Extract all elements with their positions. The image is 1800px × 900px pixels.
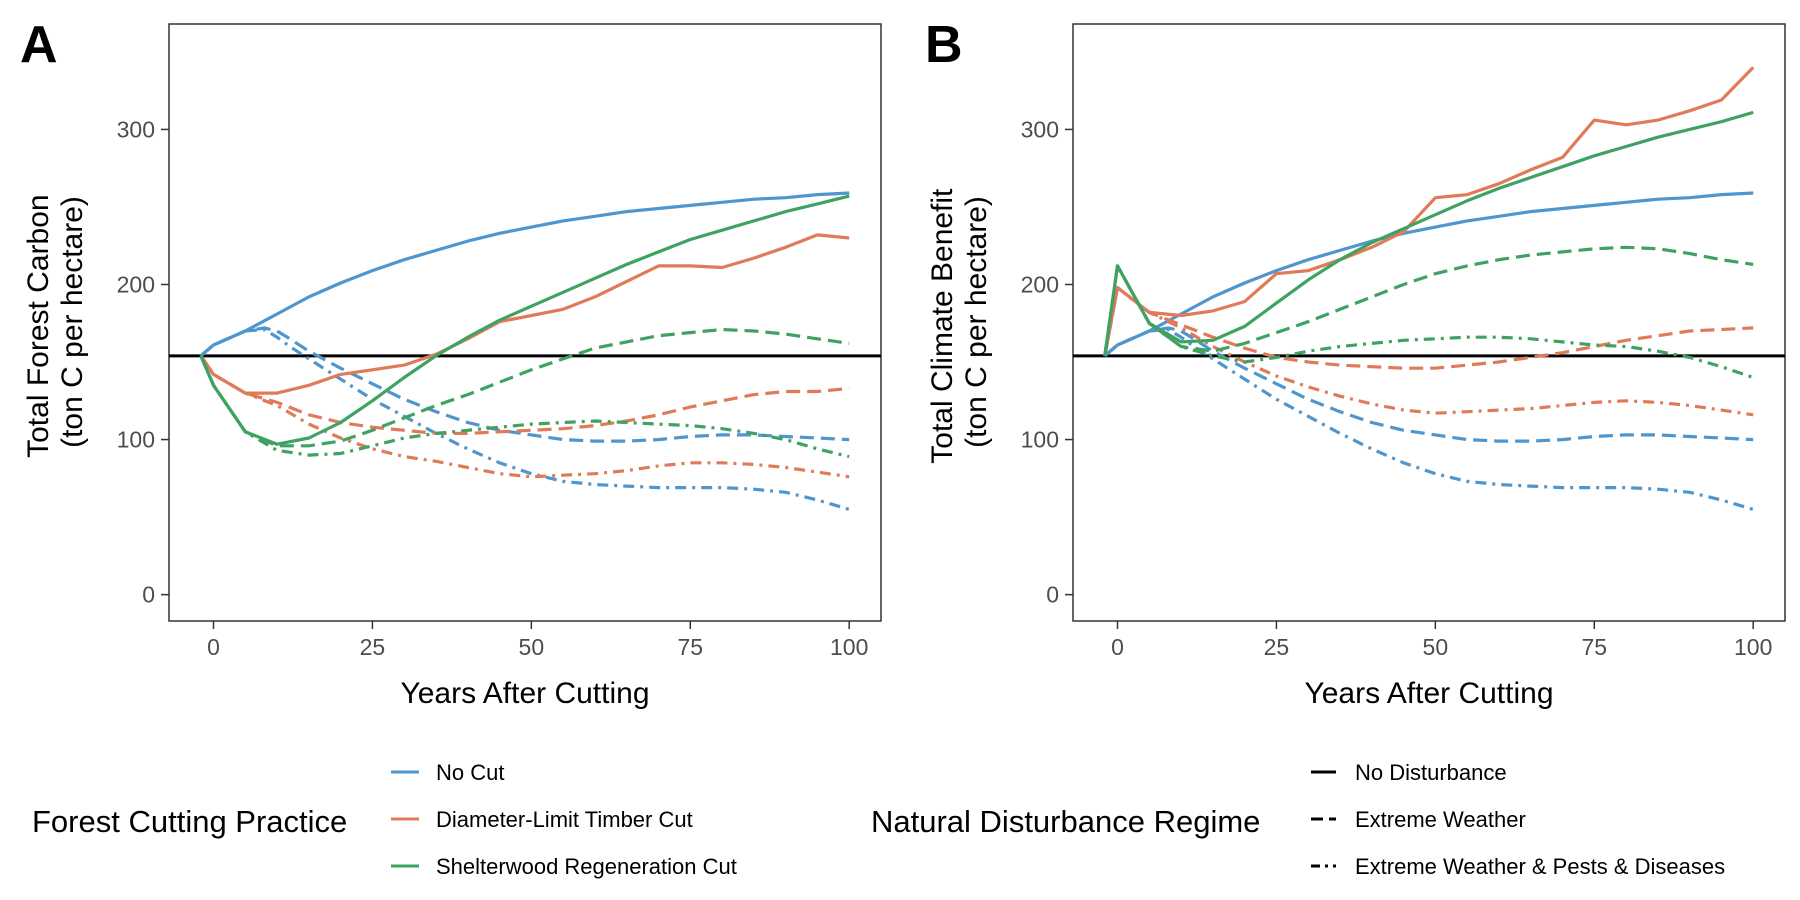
legend-practice-label-diameter-limit: Diameter-Limit Timber Cut [436,807,693,832]
panel-b-y-axis-title: Total Climate Benefit (ton C per hectare… [926,180,993,463]
panel-b-line-shelterwood-regeneration-cut-extreme-weather-and-pests-and-diseases [1103,264,1754,380]
legend-practice-title: Forest Cutting Practice [32,804,347,839]
panel-b-y-tick-label: 200 [1021,272,1059,298]
panel-a-line-diameter-limit-timber-cut-extreme-weather-and-pests-and-diseases [199,354,850,479]
panel-b-y-tick-label: 0 [1046,582,1059,608]
legend-practice: Forest Cutting Practice No Cut Diameter-… [32,760,737,879]
panel-b-line-diameter-limit-timber-cut-no-disturbance [1103,66,1755,357]
panel-b-x-tick-label: 100 [1734,634,1772,660]
panel-a-label: A [20,16,58,74]
panel-a-y-axis-title-line1: Total Forest Carbon [22,194,55,457]
panel-a-y-tick-label: 200 [117,272,155,298]
panel-a-y-axis-title-line2: (ton C per hectare) [56,196,89,448]
legend-regime: Natural Disturbance Regime No Disturbanc… [871,760,1725,879]
panel-b-label: B [925,16,963,74]
panel-a-line-shelterwood-regeneration-cut-extreme-weather [199,327,850,448]
panel-a-x-tick-label: 100 [830,634,868,660]
panel-a-x-tick-label: 50 [519,634,545,660]
panel-a-x-tick-label: 25 [360,634,386,660]
panel-a-x-tick-label: 75 [677,634,703,660]
legend-regime-label-no-disturbance: No Disturbance [1355,760,1507,785]
panel-a: A 0 100 200 300 0 25 50 75 100 Years After Cutt… [20,16,882,710]
panel-a-y-tick-label: 300 [117,116,155,142]
panel-b-x-tick-label: 25 [1264,634,1290,660]
panel-b-line-diameter-limit-timber-cut-extreme-weather [1103,286,1754,370]
panel-b-x-tick-label: 50 [1423,634,1449,660]
panel-a-line-shelterwood-regeneration-cut-extreme-weather-and-pests-and-diseases [199,355,850,459]
panel-a-series [199,191,850,511]
legend-practice-label-shelterwood: Shelterwood Regeneration Cut [436,854,737,879]
panel-b-x-axis: 0 25 50 75 100 [1111,621,1772,660]
panel-a-x-tick-label: 0 [207,634,220,660]
panel-b: B 0 100 200 300 0 25 50 75 100 Years After Cutt… [925,16,1786,710]
panel-a-x-axis: 0 25 50 75 100 [207,621,868,660]
panel-a-y-axis-title: Total Forest Carbon (ton C per hectare) [22,186,89,458]
panel-b-y-tick-label: 100 [1021,427,1059,453]
panel-a-plot-area [168,23,882,622]
panel-b-plot-area [1072,23,1786,622]
panel-b-line-no-cut-no-disturbance [1103,191,1754,358]
panel-a-y-tick-label: 0 [142,582,155,608]
panel-a-line-diameter-limit-timber-cut-extreme-weather [199,354,850,435]
panel-b-y-axis-title-line2: (ton C per hectare) [960,196,993,448]
panel-b-line-shelterwood-regeneration-cut-no-disturbance [1103,110,1754,357]
panel-b-series [1103,66,1755,511]
panel-b-x-tick-label: 75 [1581,634,1607,660]
panel-b-x-tick-label: 0 [1111,634,1124,660]
panel-b-line-no-cut-extreme-weather-and-pests-and-diseases [1103,327,1754,511]
panel-a-y-tick-label: 100 [117,427,155,453]
legend-practice-label-no-cut: No Cut [436,760,504,785]
panel-b-y-axis: 0 100 200 300 [1021,116,1073,608]
panel-a-line-diameter-limit-timber-cut-no-disturbance [199,233,850,395]
panel-b-line-diameter-limit-timber-cut-extreme-weather-and-pests-and-diseases [1103,286,1754,417]
panel-a-y-axis: 0 100 200 300 [117,116,169,608]
legend-regime-label-weather-pests: Extreme Weather & Pests & Diseases [1355,854,1725,879]
panel-b-line-shelterwood-regeneration-cut-extreme-weather [1103,245,1754,357]
panel-a-x-axis-title: Years After Cutting [400,677,649,710]
panel-a-line-no-cut-no-disturbance [199,191,850,358]
panel-a-line-no-cut-extreme-weather-and-pests-and-diseases [199,327,850,511]
panel-b-y-axis-title-line1: Total Climate Benefit [926,188,959,464]
panel-a-line-no-cut-extreme-weather [199,326,850,443]
legend-regime-title: Natural Disturbance Regime [871,804,1260,839]
panel-b-x-axis-title: Years After Cutting [1304,677,1553,710]
panel-b-y-tick-label: 300 [1021,116,1059,142]
panel-a-line-shelterwood-regeneration-cut-no-disturbance [199,194,850,446]
panel-b-line-no-cut-extreme-weather [1103,326,1754,443]
legend-regime-label-extreme-weather: Extreme Weather [1355,807,1526,832]
